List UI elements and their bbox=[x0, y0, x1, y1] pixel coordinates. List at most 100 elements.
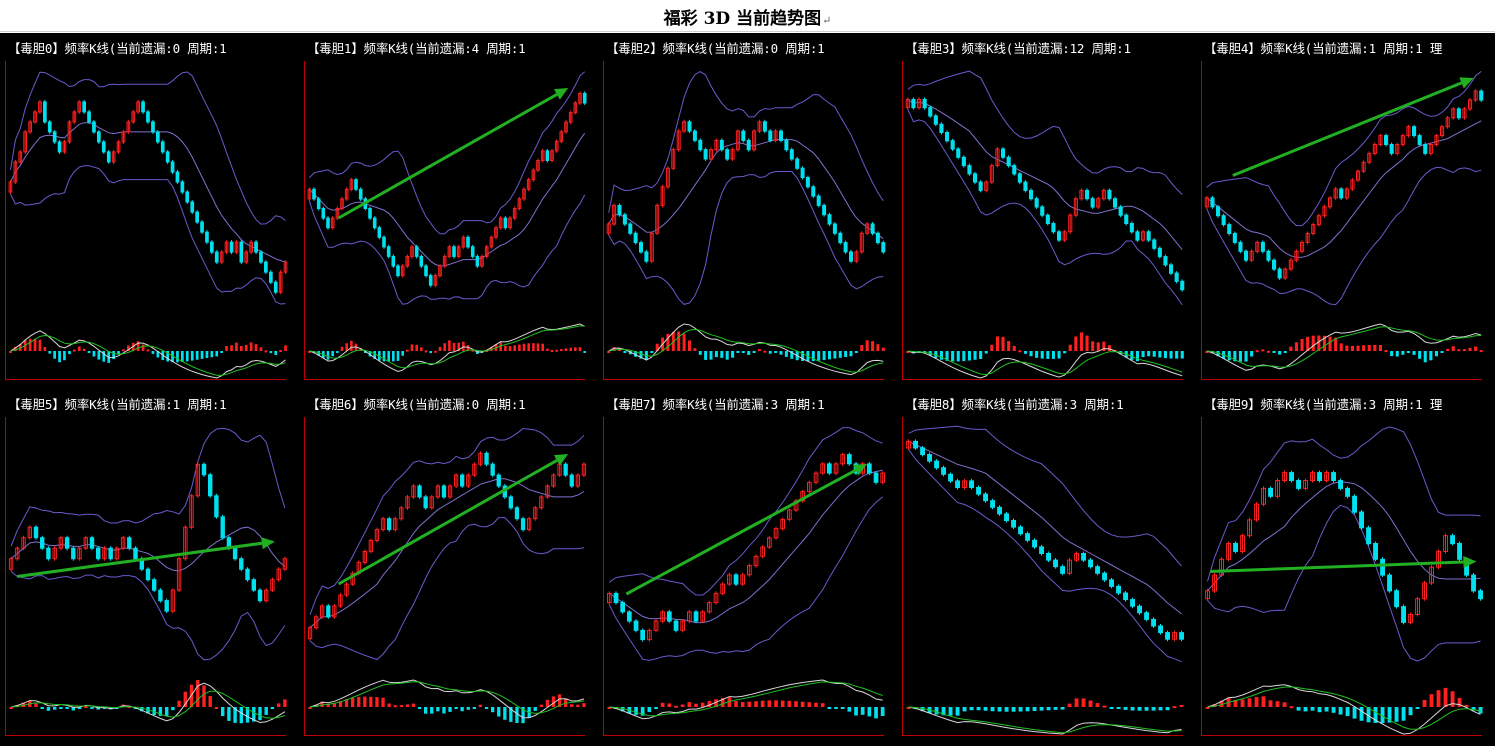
macd-histogram-bar bbox=[71, 707, 75, 711]
candle-body bbox=[307, 188, 312, 200]
candle-body bbox=[1408, 614, 1414, 623]
chart-title: 【毒胆2】频率K线(当前遗漏:0 周期:1 bbox=[606, 41, 825, 56]
macd-dea-line bbox=[10, 334, 286, 376]
chart-svg bbox=[307, 71, 587, 373]
macd-histogram-bar bbox=[934, 707, 939, 715]
macd-histogram-bar bbox=[214, 707, 219, 709]
candle-body bbox=[475, 255, 480, 267]
candle-body bbox=[955, 480, 960, 489]
candle-body bbox=[1260, 241, 1265, 252]
macd-histogram-bar bbox=[639, 351, 643, 359]
candle-body bbox=[1479, 90, 1484, 101]
macd-histogram-bar bbox=[202, 685, 206, 707]
candle-body bbox=[1254, 503, 1259, 521]
candle-body bbox=[563, 463, 568, 476]
candle-body bbox=[820, 463, 826, 474]
macd-histogram-bar bbox=[1085, 335, 1089, 351]
candle-body bbox=[283, 261, 288, 273]
candle-body bbox=[1443, 535, 1449, 552]
candle-body bbox=[454, 474, 459, 487]
macd-histogram-bar bbox=[655, 343, 659, 351]
macd-histogram-bar bbox=[1240, 699, 1245, 707]
macd-histogram-bar bbox=[623, 351, 627, 353]
macd-histogram-bar bbox=[1300, 339, 1304, 351]
macd-histogram-bar bbox=[687, 702, 692, 707]
candle-body bbox=[933, 115, 938, 125]
candle-body bbox=[8, 558, 14, 570]
candle-body bbox=[622, 214, 627, 225]
macd-histogram-bar bbox=[127, 345, 130, 351]
lower-band-line bbox=[308, 194, 586, 305]
candle-body bbox=[687, 121, 692, 132]
macd-histogram-bar bbox=[774, 700, 778, 707]
candle-body bbox=[927, 454, 933, 462]
candle-body bbox=[1339, 188, 1344, 199]
macd-histogram-bar bbox=[117, 351, 120, 354]
candle-body bbox=[239, 241, 244, 263]
lower-band-line bbox=[309, 517, 585, 661]
macd-histogram-bar bbox=[233, 707, 237, 723]
macd-histogram-bar bbox=[620, 707, 625, 712]
candle-body bbox=[320, 605, 325, 618]
macd-histogram-bar bbox=[1063, 351, 1067, 354]
candle-body bbox=[1068, 214, 1073, 233]
chart-panel: 【毒胆9】频率K线(当前遗漏:3 周期:1 理 bbox=[1196, 389, 1495, 745]
macd-histogram-bar bbox=[527, 343, 530, 351]
trend-arrow-line bbox=[337, 459, 558, 586]
candle-body bbox=[1180, 280, 1185, 291]
candle-body bbox=[554, 140, 559, 152]
candle-body bbox=[377, 227, 382, 238]
macd-histogram-bar bbox=[1025, 707, 1030, 712]
candle-body bbox=[673, 620, 679, 631]
macd-histogram-bar bbox=[399, 705, 403, 708]
macd-histogram-bar bbox=[424, 350, 428, 353]
macd-histogram-bar bbox=[1247, 698, 1252, 707]
candle-body bbox=[393, 518, 398, 531]
macd-histogram-bar bbox=[396, 351, 400, 361]
macd-histogram-bar bbox=[1039, 707, 1044, 711]
macd-histogram-bar bbox=[983, 707, 988, 711]
macd-histogram-bar bbox=[1462, 349, 1466, 352]
macd-histogram-bar bbox=[1261, 349, 1265, 352]
macd-histogram-bar bbox=[1091, 341, 1095, 351]
candle-body bbox=[639, 242, 643, 253]
macd-histogram-bar bbox=[674, 705, 678, 708]
upper-band-line bbox=[1207, 426, 1481, 582]
candle-body bbox=[660, 186, 665, 206]
candle-body bbox=[707, 602, 712, 613]
macd-histogram-bar bbox=[185, 351, 189, 362]
candle-body bbox=[1345, 487, 1351, 497]
macd-dea-line bbox=[907, 350, 1183, 376]
macd-histogram-bar bbox=[838, 351, 842, 358]
macd-histogram-bar bbox=[258, 707, 262, 721]
candle-body bbox=[314, 616, 319, 629]
candle-body bbox=[849, 251, 853, 262]
candle-body bbox=[1116, 585, 1122, 594]
macd-histogram-bar bbox=[871, 341, 875, 351]
candle-body bbox=[40, 537, 45, 549]
candle-body bbox=[282, 558, 288, 570]
macd-histogram-bar bbox=[1032, 707, 1037, 711]
candle-body bbox=[1429, 566, 1435, 584]
candle-body bbox=[52, 547, 57, 560]
macd-histogram-bar bbox=[522, 343, 526, 351]
macd-histogram-bar bbox=[1074, 698, 1079, 707]
macd-histogram-bar bbox=[478, 704, 483, 707]
macd-histogram-bar bbox=[1057, 351, 1061, 359]
candle-body bbox=[472, 463, 477, 476]
macd-histogram-bar bbox=[698, 351, 702, 355]
candle-body bbox=[1039, 546, 1045, 554]
candle-body bbox=[559, 131, 564, 142]
macd-histogram-bar bbox=[694, 703, 698, 707]
macd-histogram-bar bbox=[990, 344, 994, 351]
candle-body bbox=[1004, 513, 1009, 522]
macd-histogram-bar bbox=[1060, 707, 1065, 710]
macd-histogram-bar bbox=[46, 707, 51, 711]
candle-body bbox=[151, 121, 155, 133]
candle-body bbox=[660, 611, 665, 622]
lower-band-line bbox=[608, 171, 884, 305]
candle-body bbox=[195, 463, 201, 497]
candle-body bbox=[33, 111, 37, 123]
macd-histogram-bar bbox=[151, 351, 155, 354]
candle-body bbox=[1144, 612, 1150, 620]
